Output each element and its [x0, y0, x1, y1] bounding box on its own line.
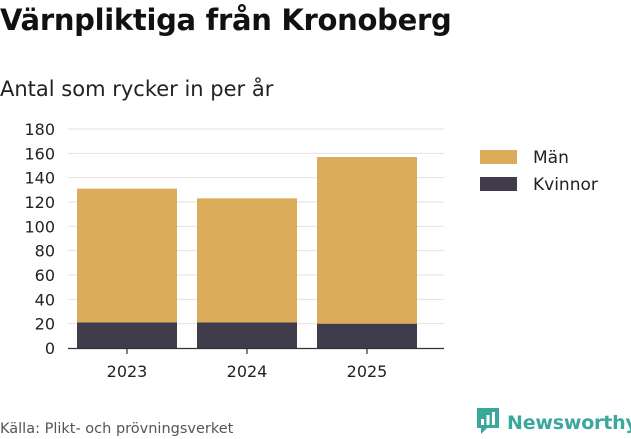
y-tick-label-0: 0 — [45, 339, 55, 358]
y-tick-label-100: 100 — [24, 217, 55, 236]
y-tick-label-60: 60 — [35, 266, 55, 285]
bar-2025-män — [317, 156, 417, 324]
legend: Män Kvinnor — [480, 148, 598, 195]
bar-2024-kvinnor — [197, 322, 297, 348]
legend-label-män: Män — [533, 148, 569, 168]
x-tick-label-2023: 2023 — [107, 362, 148, 381]
y-axis: 0 20 40 60 80 100 120 140 160 180 — [24, 120, 55, 358]
y-tick-label-160: 160 — [24, 144, 55, 163]
newsworthy-logo-icon — [476, 407, 500, 439]
y-tick-label-180: 180 — [24, 120, 55, 139]
x-tick-label-2025: 2025 — [347, 362, 388, 381]
chart-subtitle: Antal som rycker in per år — [0, 77, 274, 101]
bar-2024-män — [197, 198, 297, 323]
newsworthy-brand-name: Newsworthy — [507, 412, 631, 434]
y-tick-label-120: 120 — [24, 193, 55, 212]
legend-swatch-män — [480, 150, 517, 164]
y-tick-label-80: 80 — [35, 242, 55, 261]
y-tick-label-40: 40 — [35, 290, 55, 309]
legend-label-kvinnor: Kvinnor — [533, 175, 598, 195]
y-tick-label-20: 20 — [35, 315, 55, 334]
newsworthy-brand: Newsworthy — [476, 408, 631, 438]
bar-2023-män — [77, 188, 177, 323]
legend-swatch-kvinnor — [480, 177, 517, 191]
y-tick-label-140: 140 — [24, 169, 55, 188]
chart-title: Värnpliktiga från Kronoberg — [0, 3, 452, 37]
bar-2023-kvinnor — [77, 322, 177, 348]
source-note: Källa: Plikt- och prövningsverket — [0, 421, 234, 437]
bars — [77, 156, 417, 348]
bar-2025-kvinnor — [317, 323, 417, 348]
x-axis: 2023 2024 2025 — [68, 347, 444, 381]
x-tick-label-2024: 2024 — [227, 362, 268, 381]
